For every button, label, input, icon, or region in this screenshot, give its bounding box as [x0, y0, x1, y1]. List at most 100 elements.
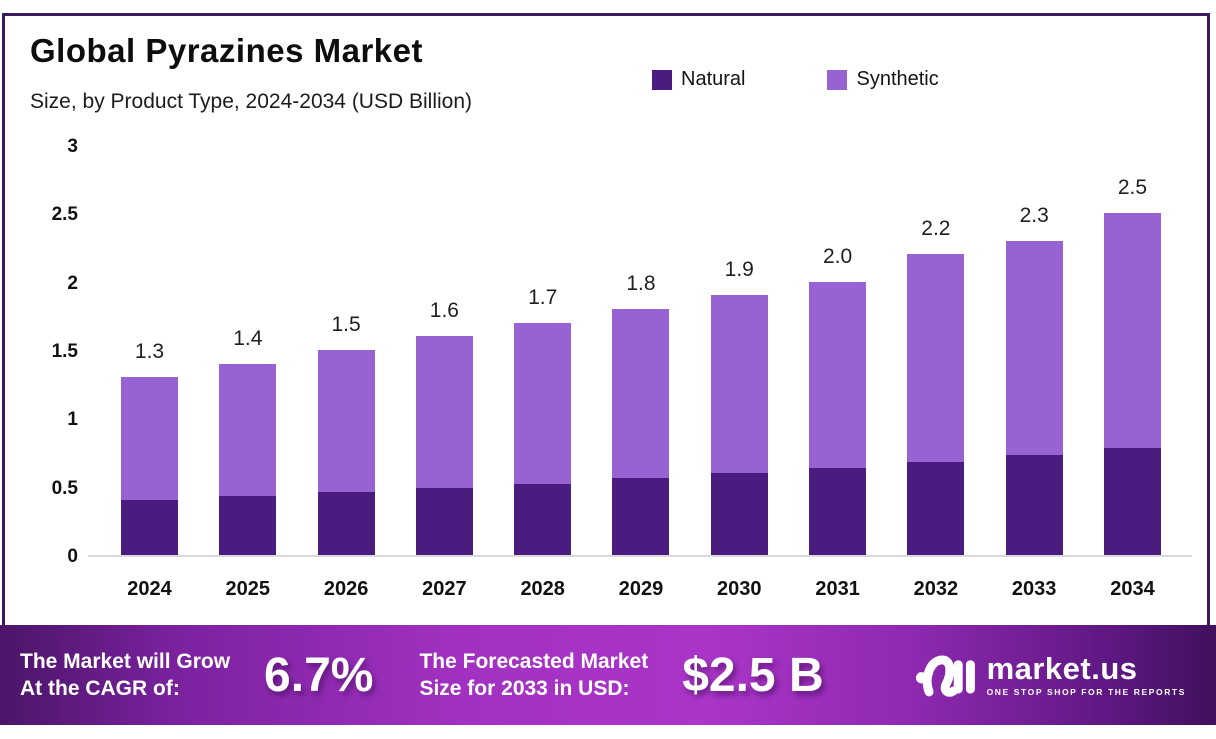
x-axis-label: 2029	[612, 578, 669, 601]
brand-text: market.us ONE STOP SHOP FOR THE REPORTS	[987, 653, 1186, 697]
page-subtitle: Size, by Product Type, 2024-2034 (USD Bi…	[30, 90, 473, 113]
bar-column: 2.3	[1005, 203, 1063, 555]
natural-segment	[1005, 455, 1063, 555]
x-axis-label: 2027	[416, 578, 473, 601]
synthetic-segment	[1103, 213, 1161, 449]
bar-column: 1.3	[121, 340, 178, 555]
synthetic-segment	[514, 322, 572, 484]
bar-column: 2.0	[809, 244, 867, 555]
x-axis-label: 2026	[318, 578, 375, 601]
y-axis-tick-label: 1.5	[51, 340, 78, 362]
bar-total-label: 2.2	[921, 217, 951, 241]
natural-segment	[121, 500, 178, 555]
bar-column: 1.9	[710, 258, 768, 555]
natural-segment	[1103, 448, 1161, 555]
bar-column: 1.7	[514, 285, 572, 555]
x-axis-label-text: 2029	[618, 578, 664, 600]
natural-segment	[415, 488, 473, 555]
brand-name: market.us	[986, 651, 1138, 686]
forecast-value: $2.5 B	[682, 648, 824, 702]
natural-segment	[907, 462, 965, 555]
x-axis-label: 2024	[121, 578, 178, 601]
legend-item-synthetic: Synthetic	[827, 68, 939, 91]
year-labels-row: 2024 2025 2026 2027 2028 2029 2030 2031 2032 2033…	[121, 578, 1161, 601]
synthetic-swatch-icon	[827, 69, 848, 90]
bar-total-label: 1.6	[429, 299, 459, 323]
natural-segment	[317, 492, 375, 555]
bars-row: 1.3 1.4 1.5 1.6 1.7 1.8 1.9 2.0 2.2 2.3 2.5	[121, 120, 1161, 555]
x-axis-label-text: 2026	[323, 578, 369, 600]
x-axis-label-text: 2025	[225, 578, 271, 600]
page-title: Global Pyrazines Market	[30, 32, 423, 69]
bar-total-label: 1.4	[233, 326, 263, 350]
x-axis-label: 2031	[809, 578, 866, 601]
market-us-logo: market.us ONE STOP SHOP FOR THE REPORTS	[915, 649, 1186, 701]
synthetic-segment	[121, 377, 178, 501]
bar-column: 2.5	[1103, 176, 1161, 555]
natural-segment	[612, 478, 670, 555]
bar-total-label: 1.5	[331, 312, 361, 336]
bar-column: 1.4	[219, 326, 277, 555]
cagr-label: The Market will Grow At the CAGR of:	[20, 648, 230, 703]
cagr-value: 6.7%	[264, 648, 374, 702]
bar-total-label: 2.0	[822, 244, 853, 268]
y-axis-tick-label: 1	[67, 409, 78, 431]
bar-total-label: 1.9	[724, 258, 754, 282]
bar-total-label: 1.3	[134, 340, 165, 364]
bar-column: 2.2	[907, 217, 965, 555]
x-axis-label-text: 2030	[717, 578, 762, 600]
forecast-label-line2: Size for 2033 in USD:	[419, 677, 630, 700]
footer-banner: The Market will Grow At the CAGR of: 6.7…	[0, 625, 1216, 725]
x-axis-label: 2025	[219, 578, 276, 601]
chart-frame-border	[2, 13, 1210, 627]
legend: Natural Synthetic	[652, 68, 939, 91]
synthetic-segment	[219, 363, 277, 497]
x-axis-label-text: 2033	[1011, 578, 1057, 600]
x-axis-label-text: 2032	[913, 578, 959, 600]
natural-segment	[514, 483, 572, 555]
x-axis-label: 2034	[1104, 578, 1161, 601]
y-axis-tick-label: 0	[67, 546, 78, 567]
synthetic-segment	[415, 336, 473, 489]
synthetic-segment	[612, 308, 670, 479]
natural-segment	[219, 496, 277, 555]
x-axis-label-text: 2027	[422, 578, 467, 600]
synthetic-segment	[907, 254, 965, 463]
x-axis-label-text: 2034	[1110, 578, 1155, 600]
x-axis-label-text: 2024	[127, 578, 172, 600]
x-axis-line	[88, 555, 1192, 557]
legend-item-natural: Natural	[652, 68, 745, 91]
x-axis-label: 2033	[1006, 578, 1063, 601]
y-axis: 3 2.5 2 1.5 1 0.5 0	[8, 0, 78, 600]
synthetic-segment	[317, 349, 375, 493]
natural-segment	[710, 472, 768, 555]
bar-total-label: 2.3	[1019, 203, 1049, 227]
bar-column: 1.8	[612, 271, 670, 555]
bar-total-label: 2.5	[1117, 176, 1148, 200]
bar-total-label: 1.7	[528, 285, 558, 309]
market-us-logo-icon	[915, 655, 975, 697]
y-axis-tick-label: 3	[67, 135, 78, 157]
forecast-label-line1: The Forecasted Market	[419, 649, 649, 673]
cagr-label-line2: At the CAGR of:	[20, 677, 180, 700]
x-axis-label-text: 2031	[815, 578, 860, 600]
brand-tagline: ONE STOP SHOP FOR THE REPORTS	[986, 687, 1186, 697]
legend-label-natural: Natural	[681, 68, 746, 90]
forecast-label: The Forecasted Market Size for 2033 in U…	[419, 648, 648, 703]
y-axis-tick-label: 2.5	[51, 204, 78, 226]
x-axis-label-text: 2028	[520, 578, 565, 600]
x-axis-label: 2030	[711, 578, 768, 601]
synthetic-segment	[1005, 240, 1063, 456]
synthetic-segment	[809, 281, 867, 468]
bar-column: 1.6	[415, 299, 473, 555]
natural-swatch-icon	[652, 69, 672, 90]
synthetic-segment	[710, 295, 768, 473]
natural-segment	[809, 467, 867, 555]
y-axis-tick-label: 0.5	[51, 477, 78, 499]
y-axis-tick-label: 2	[67, 272, 78, 294]
bar-total-label: 1.8	[626, 271, 656, 295]
legend-label-synthetic: Synthetic	[856, 68, 939, 90]
x-axis-label: 2032	[907, 578, 964, 601]
bar-column: 1.5	[317, 312, 375, 555]
